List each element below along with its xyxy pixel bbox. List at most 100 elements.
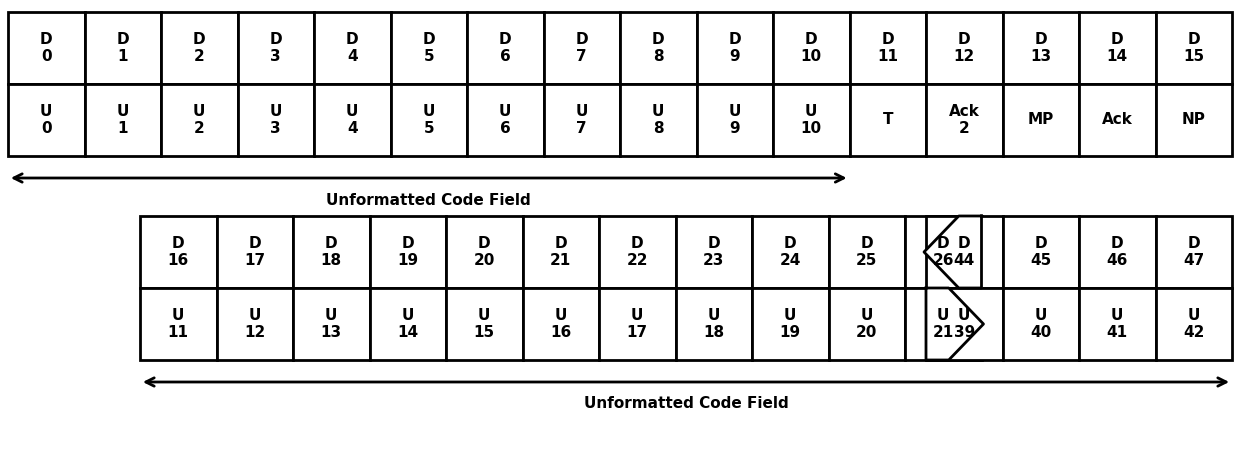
Bar — [370, 216, 446, 288]
Text: D
15: D 15 — [1183, 32, 1204, 64]
Text: D
21: D 21 — [551, 236, 572, 268]
Bar — [620, 12, 697, 84]
Bar — [676, 288, 751, 360]
Text: D
26: D 26 — [932, 236, 954, 268]
Bar — [238, 12, 314, 84]
Text: D
3: D 3 — [269, 32, 281, 64]
Text: U
40: U 40 — [1030, 308, 1052, 340]
Bar — [161, 84, 238, 156]
Bar — [1002, 216, 1079, 288]
Bar — [140, 288, 217, 360]
Text: D
22: D 22 — [626, 236, 649, 268]
Text: D
18: D 18 — [321, 236, 342, 268]
Text: U
0: U 0 — [40, 104, 52, 136]
Bar — [828, 216, 905, 288]
Text: U
13: U 13 — [321, 308, 342, 340]
Text: U
41: U 41 — [1106, 308, 1128, 340]
Text: D
7: D 7 — [575, 32, 588, 64]
Text: D
25: D 25 — [856, 236, 878, 268]
Text: U
4: U 4 — [346, 104, 358, 136]
Text: MP: MP — [1028, 112, 1054, 127]
Text: D
23: D 23 — [703, 236, 724, 268]
Text: U
42: U 42 — [1183, 308, 1204, 340]
Text: D
11: D 11 — [877, 32, 898, 64]
Bar — [293, 216, 370, 288]
Text: D
16: D 16 — [167, 236, 188, 268]
Text: D
6: D 6 — [498, 32, 512, 64]
Text: U
39: U 39 — [954, 308, 975, 340]
Bar — [314, 84, 391, 156]
Text: D
20: D 20 — [474, 236, 495, 268]
Text: U
11: U 11 — [167, 308, 188, 340]
Bar — [522, 288, 599, 360]
Text: D
2: D 2 — [193, 32, 206, 64]
Bar — [926, 288, 1002, 360]
Bar — [599, 288, 676, 360]
Bar — [620, 84, 697, 156]
Bar — [1156, 12, 1233, 84]
Text: U
18: U 18 — [703, 308, 724, 340]
Bar — [1079, 12, 1156, 84]
Text: U
21: U 21 — [932, 308, 954, 340]
Text: Ack: Ack — [1102, 112, 1132, 127]
Text: U
9: U 9 — [729, 104, 742, 136]
Bar — [446, 288, 522, 360]
Bar — [7, 12, 84, 84]
Text: U
8: U 8 — [652, 104, 665, 136]
Text: D
9: D 9 — [728, 32, 742, 64]
Text: U
12: U 12 — [244, 308, 265, 340]
Bar — [926, 84, 1002, 156]
Bar — [697, 84, 773, 156]
Text: Unformatted Code Field: Unformatted Code Field — [326, 192, 531, 207]
Bar — [849, 84, 926, 156]
Bar — [7, 84, 84, 156]
Bar — [217, 216, 293, 288]
Text: D
46: D 46 — [1106, 236, 1128, 268]
Bar — [1002, 84, 1079, 156]
Bar — [84, 12, 161, 84]
Polygon shape — [926, 288, 983, 360]
Text: U
15: U 15 — [474, 308, 495, 340]
Text: D
8: D 8 — [652, 32, 665, 64]
Bar — [314, 12, 391, 84]
Bar — [217, 288, 293, 360]
Bar — [905, 288, 982, 360]
Text: D
47: D 47 — [1183, 236, 1204, 268]
Text: D
45: D 45 — [1030, 236, 1052, 268]
Bar — [773, 12, 849, 84]
Bar — [1002, 288, 1079, 360]
Bar — [926, 216, 1002, 288]
Text: D
0: D 0 — [40, 32, 52, 64]
Bar — [676, 216, 751, 288]
Text: Unformatted Code Field: Unformatted Code Field — [584, 396, 789, 411]
Bar — [140, 216, 217, 288]
Bar — [543, 12, 620, 84]
Text: U
10: U 10 — [801, 104, 822, 136]
Bar — [1079, 216, 1156, 288]
Bar — [84, 84, 161, 156]
Bar — [926, 12, 1002, 84]
Text: D
19: D 19 — [397, 236, 418, 268]
Bar — [1156, 288, 1233, 360]
Bar — [773, 84, 849, 156]
Bar — [1156, 216, 1233, 288]
Bar — [522, 216, 599, 288]
Text: U
7: U 7 — [575, 104, 588, 136]
Text: D
44: D 44 — [954, 236, 975, 268]
Text: U
5: U 5 — [423, 104, 435, 136]
Text: U
1: U 1 — [117, 104, 129, 136]
Polygon shape — [924, 216, 982, 288]
Bar — [751, 288, 828, 360]
Bar — [370, 288, 446, 360]
Bar — [1079, 84, 1156, 156]
Bar — [543, 84, 620, 156]
Text: D
4: D 4 — [346, 32, 358, 64]
Bar — [751, 216, 828, 288]
Bar — [849, 12, 926, 84]
Text: D
13: D 13 — [1030, 32, 1052, 64]
Bar — [446, 216, 522, 288]
Bar — [391, 84, 467, 156]
Text: U
2: U 2 — [193, 104, 206, 136]
Text: T: T — [883, 112, 893, 127]
Text: D
17: D 17 — [244, 236, 265, 268]
